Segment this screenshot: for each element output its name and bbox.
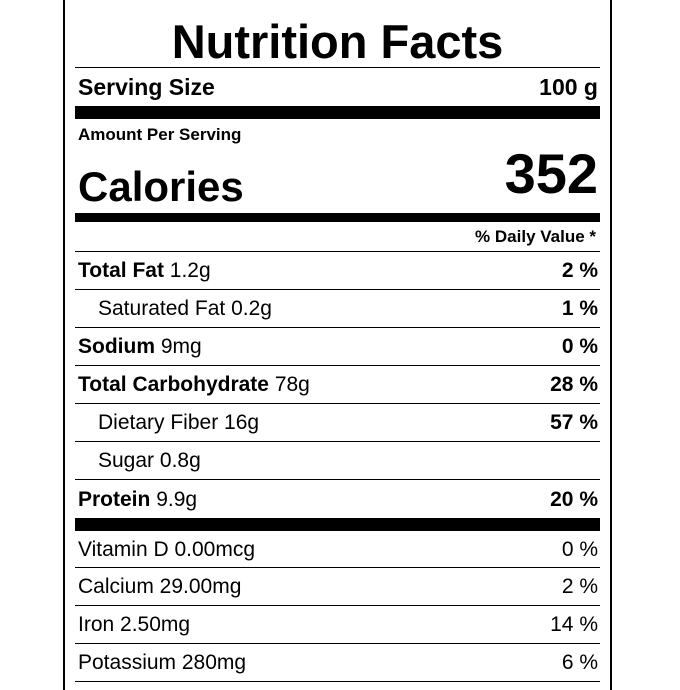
nutrient-dv: 1 % xyxy=(561,297,598,320)
nutrient-label: Protein xyxy=(78,487,151,511)
nutrient-dv: 28 % xyxy=(550,373,598,396)
nutrient-amount: 0.8g xyxy=(159,449,201,472)
vitamin-text: Iron 2.50mg xyxy=(78,613,191,636)
serving-size-row: Serving Size 100 g xyxy=(75,68,600,106)
nutrient-row-saturated-fat: Saturated Fat 0.2g 1 % xyxy=(75,290,600,328)
nutrient-name: Sodium 9mg xyxy=(78,336,202,357)
nutrient-amount: 16g xyxy=(224,411,260,434)
label-title: Nutrition Facts xyxy=(75,0,600,68)
daily-value-header: % Daily Value * xyxy=(75,222,600,252)
calories-value: 352 xyxy=(504,142,598,205)
nutrient-name: Saturated Fat 0.2g xyxy=(78,298,272,319)
nutrient-label: Sodium xyxy=(78,335,155,358)
nutrient-dv: 57 % xyxy=(550,411,598,434)
nutrient-label: Total Fat xyxy=(78,259,164,282)
vitamin-dv: 14 % xyxy=(550,613,598,636)
vitamin-row-vitamin-d: Vitamin D 0.00mcg 0 % xyxy=(75,531,600,568)
nutrient-label: Saturated Fat xyxy=(98,297,226,320)
nutrient-label: Dietary Fiber xyxy=(98,411,219,434)
vitamin-dv: 2 % xyxy=(561,575,598,598)
vitamin-row-potassium: Potassium 280mg 6 % xyxy=(75,644,600,682)
serving-size-value: 100 g xyxy=(539,73,598,100)
nutrient-name: Sugar 0.8g xyxy=(78,450,201,471)
nutrient-amount: 0.2g xyxy=(231,297,272,320)
amount-per-serving: Amount Per Serving xyxy=(78,125,242,144)
serving-size-label: Serving Size xyxy=(78,73,215,100)
medium-divider xyxy=(75,213,600,222)
vitamin-dv: 0 % xyxy=(561,537,598,561)
thick-divider xyxy=(75,518,600,531)
nutrient-dv: 20 % xyxy=(550,487,598,511)
vitamin-row-iron: Iron 2.50mg 14 % xyxy=(75,606,600,644)
nutrient-name: Dietary Fiber 16g xyxy=(78,412,259,433)
vitamin-dv: 6 % xyxy=(561,651,598,674)
nutrient-amount: 1.2g xyxy=(169,259,211,282)
nutrient-amount: 9mg xyxy=(160,335,202,358)
nutrient-dv: 2 % xyxy=(561,259,598,282)
nutrient-row-dietary-fiber: Dietary Fiber 16g 57 % xyxy=(75,404,600,442)
nutrient-row-total-carbohydrate: Total Carbohydrate 78g 28 % xyxy=(75,366,600,404)
nutrient-label: Sugar xyxy=(98,449,155,472)
nutrient-row-protein: Protein 9.9g 20 % xyxy=(75,480,600,518)
nutrient-name: Protein 9.9g xyxy=(78,489,197,510)
nutrient-row-total-fat: Total Fat 1.2g 2 % xyxy=(75,252,600,290)
nutrient-row-sodium: Sodium 9mg 0 % xyxy=(75,328,600,366)
vitamin-text: Vitamin D 0.00mcg xyxy=(78,537,256,561)
nutrient-label: Total Carbohydrate xyxy=(78,373,269,396)
thick-divider xyxy=(75,106,600,119)
vitamin-row-calcium: Calcium 29.00mg 2 % xyxy=(75,568,600,606)
vitamin-text: Calcium 29.00mg xyxy=(78,575,242,598)
nutrient-name: Total Fat 1.2g xyxy=(78,260,211,281)
calories-block: Amount Per Serving Calories 352 xyxy=(75,119,600,213)
calories-label: Calories xyxy=(78,163,244,210)
nutrient-row-sugar: Sugar 0.8g xyxy=(75,442,600,480)
nutrient-name: Total Carbohydrate 78g xyxy=(78,374,310,395)
nutrition-facts-label: Nutrition Facts Serving Size 100 g Amoun… xyxy=(63,0,612,690)
nutrient-amount: 78g xyxy=(274,373,310,396)
vitamin-text: Potassium 280mg xyxy=(78,651,247,674)
nutrient-dv: 0 % xyxy=(561,335,598,358)
nutrient-amount: 9.9g xyxy=(156,487,198,511)
